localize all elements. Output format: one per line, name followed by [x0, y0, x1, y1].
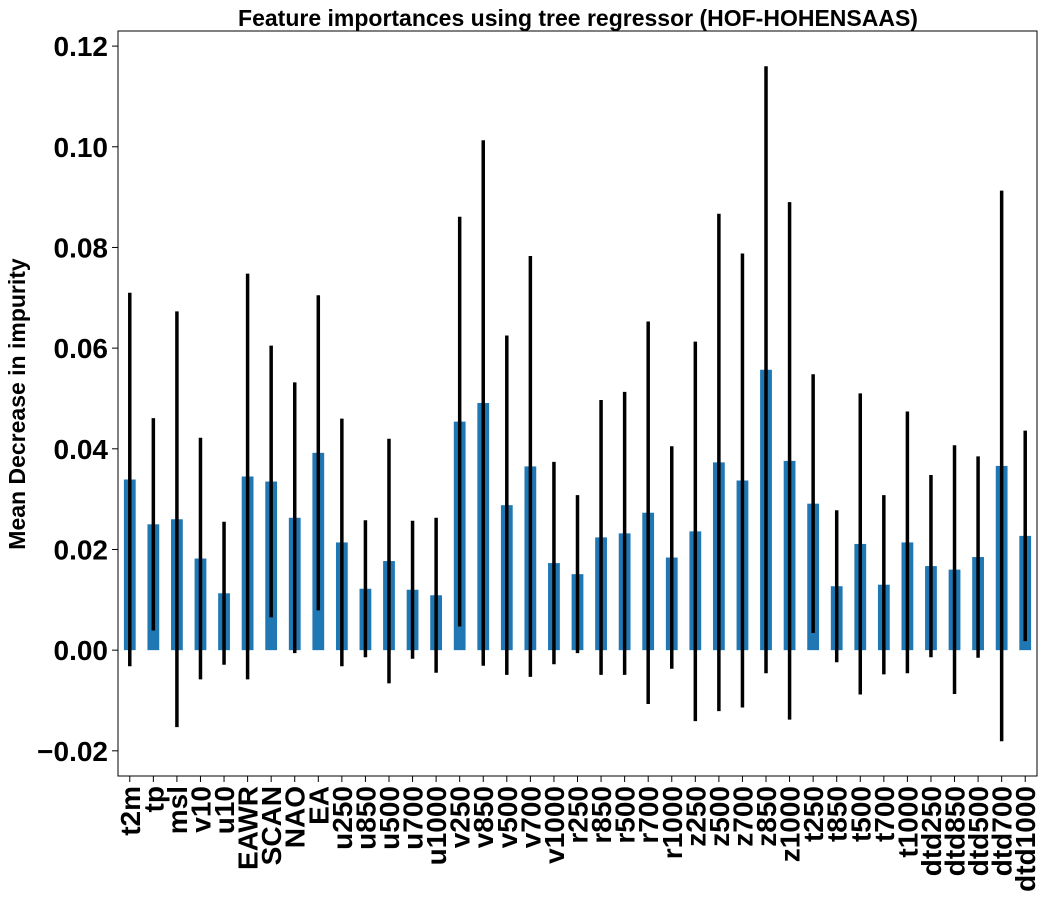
y-tick-label: 0.00 [54, 635, 109, 666]
x-tick-label: z500 [704, 786, 735, 847]
x-tick-label: r500 [610, 786, 641, 844]
x-tick-label: dtd700 [987, 786, 1018, 876]
y-tick-label: 0.12 [54, 31, 109, 62]
y-axis-label: Mean Decrease in impurity [4, 258, 30, 550]
x-tick-label: u500 [374, 786, 405, 850]
x-tick-label: t500 [845, 786, 876, 842]
y-tick-label: −0.02 [37, 736, 108, 767]
y-tick-label: 0.06 [54, 333, 109, 364]
plot-area: −0.02 0.00 0.02 0.04 0.06 0.08 0.10 0.12 t2mtpms… [37, 30, 1041, 892]
x-tick-label: dtd850 [940, 786, 971, 876]
x-tick-label: dtd250 [916, 786, 947, 876]
x-tick-label: z250 [680, 786, 711, 847]
plot-frame [117, 30, 1038, 777]
y-tick-label: 0.08 [54, 232, 109, 263]
x-tick-label: r1000 [657, 786, 688, 859]
x-tick-label: EA [303, 786, 334, 825]
x-tick-label: u1000 [421, 786, 452, 865]
x-tick-label: u700 [398, 786, 429, 850]
x-tick-label: z1000 [775, 786, 806, 862]
x-tick-label: EAWR [233, 786, 264, 870]
y-tick-label: 0.02 [54, 534, 109, 565]
x-tick-label: t1000 [892, 786, 923, 858]
x-tick-label: dtd500 [963, 786, 994, 876]
x-tick-label: t700 [869, 786, 900, 842]
x-tick-label: r700 [633, 786, 664, 844]
x-tick-label: r850 [586, 786, 617, 844]
x-tick-label: v1000 [539, 786, 570, 864]
x-tick-label: v850 [468, 786, 499, 848]
x-tick-label: dtd1000 [1010, 786, 1041, 892]
x-tick-label: z700 [727, 786, 758, 847]
y-tick-label: 0.10 [54, 132, 109, 163]
x-tick-label: t2m [115, 786, 146, 836]
x-tick-label: msl [162, 786, 193, 834]
x-tick-label: v700 [515, 786, 546, 848]
x-tick-label: r250 [563, 786, 594, 844]
x-tick-label: v250 [445, 786, 476, 848]
chart-title: Feature importances using tree regressor… [238, 5, 918, 31]
x-tick-label: u10 [209, 786, 240, 834]
x-tick-label: u850 [350, 786, 381, 850]
x-tick-label: t250 [798, 786, 829, 842]
y-tick-label: 0.04 [54, 434, 109, 465]
x-tick-label: v500 [492, 786, 523, 848]
x-tick-label: SCAN [256, 786, 287, 865]
x-tick-label: v10 [185, 786, 216, 833]
x-tick-label: tp [138, 786, 169, 812]
x-tick-label: z850 [751, 786, 782, 847]
x-tick-label: NAO [280, 786, 311, 848]
x-tick-label: u250 [327, 786, 358, 850]
x-tick-label: t850 [822, 786, 853, 842]
